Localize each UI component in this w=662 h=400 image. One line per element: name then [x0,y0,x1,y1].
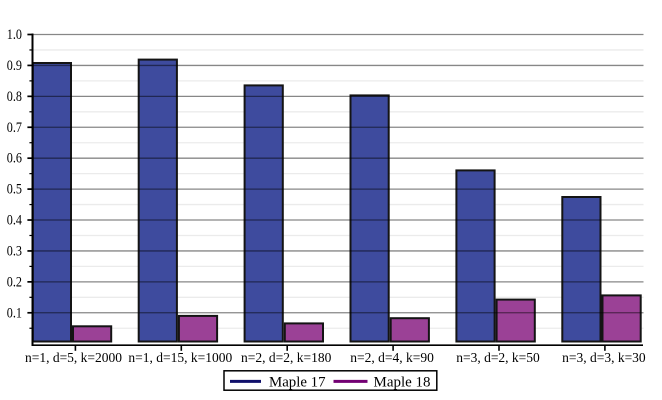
svg-text:0.5: 0.5 [7,182,22,198]
svg-text:0.7: 0.7 [7,120,22,136]
svg-text:n=1, d=5, k=2000: n=1, d=5, k=2000 [25,350,122,365]
svg-text:n=3, d=2, k=50: n=3, d=2, k=50 [456,350,540,365]
svg-text:n=3, d=3, k=30: n=3, d=3, k=30 [562,350,646,365]
svg-text:0.4: 0.4 [7,213,23,229]
svg-text:0.1: 0.1 [7,305,22,321]
svg-text:0.8: 0.8 [7,89,22,105]
svg-text:n=2, d=2, k=180: n=2, d=2, k=180 [241,350,332,365]
svg-text:Maple 18: Maple 18 [374,375,431,391]
svg-text:0.9: 0.9 [7,58,22,74]
svg-text:0.2: 0.2 [7,274,22,290]
svg-text:0.6: 0.6 [7,151,22,167]
svg-text:n=1, d=15, k=1000: n=1, d=15, k=1000 [128,350,232,365]
svg-text:Maple 17: Maple 17 [269,375,326,391]
svg-text:1.0: 1.0 [7,27,22,43]
svg-text:0.3: 0.3 [7,243,22,259]
svg-text:n=2, d=4, k=90: n=2, d=4, k=90 [350,350,434,365]
